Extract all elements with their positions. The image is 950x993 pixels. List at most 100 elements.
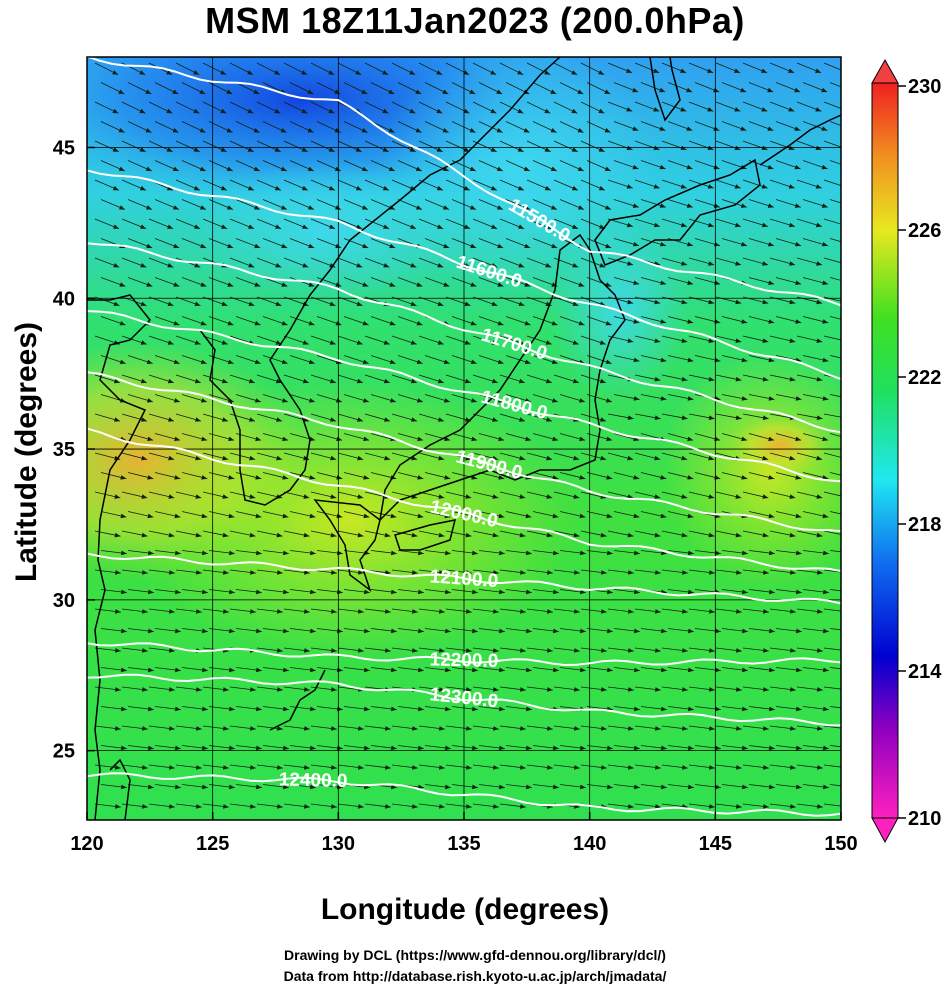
wind-arrow-head bbox=[385, 648, 391, 653]
contour-line bbox=[87, 310, 841, 483]
wind-arrow-head bbox=[634, 589, 640, 595]
wind-arrow-head bbox=[490, 70, 497, 75]
wind-arrow-head bbox=[707, 107, 714, 112]
wind-arrow-head bbox=[600, 532, 607, 538]
wind-arrow-head bbox=[250, 570, 256, 575]
wind-arrow-head bbox=[492, 532, 499, 538]
wind-arrow bbox=[614, 824, 640, 827]
wind-arrow-head bbox=[438, 532, 445, 538]
wind-arrow-head bbox=[708, 261, 715, 266]
wind-arrow-head bbox=[121, 784, 127, 790]
wind-arrow-head bbox=[843, 146, 849, 150]
wind-arrow-head bbox=[660, 475, 667, 480]
wind-arrow-head bbox=[301, 108, 308, 114]
wind-arrow-head bbox=[661, 706, 667, 712]
wind-arrow-head bbox=[848, 126, 854, 130]
wind-arrow-head bbox=[168, 532, 175, 538]
wind-arrow-head bbox=[384, 532, 391, 538]
wind-arrow-head bbox=[418, 824, 424, 829]
wind-arrow-head bbox=[714, 475, 721, 480]
wind-arrow-head bbox=[436, 185, 443, 191]
wind-arrow-head bbox=[115, 648, 121, 653]
y-tick-label: 35 bbox=[53, 439, 75, 461]
wind-arrow-head bbox=[742, 628, 748, 634]
wind-arrow-head bbox=[412, 570, 418, 575]
wind-arrow bbox=[823, 140, 841, 148]
wind-arrow-head bbox=[626, 107, 633, 112]
wind-arrow-head bbox=[688, 784, 694, 790]
wind-arrow-head bbox=[605, 282, 612, 287]
wind-arrow-head bbox=[816, 532, 823, 538]
wind-arrow-head bbox=[577, 89, 584, 94]
wind-arrow-head bbox=[328, 147, 335, 152]
wind-arrow-head bbox=[518, 340, 525, 345]
wind-arrow-head bbox=[822, 513, 829, 519]
wind-arrow-head bbox=[329, 340, 336, 345]
wind-arrow-head bbox=[302, 340, 309, 345]
wind-arrow-head bbox=[331, 570, 337, 575]
wind-arrow-head bbox=[148, 706, 154, 712]
wind-arrow-head bbox=[607, 589, 613, 595]
wind-arrow-head bbox=[120, 513, 127, 519]
wind-arrow bbox=[560, 824, 586, 827]
wind-arrow-head bbox=[256, 824, 262, 829]
wind-arrow-head bbox=[196, 765, 202, 770]
wind-arrow-head bbox=[336, 398, 342, 403]
wind-arrow-head bbox=[283, 589, 289, 595]
wind-arrow-head bbox=[688, 667, 694, 673]
wind-arrow-head bbox=[199, 128, 206, 133]
wind-arrow-head bbox=[520, 648, 526, 653]
wind-arrow-head bbox=[445, 824, 451, 829]
wind-arrow-head bbox=[768, 396, 775, 401]
wind-arrow-head bbox=[607, 667, 613, 673]
wind-arrow-head bbox=[762, 261, 769, 266]
wind-arrow-head bbox=[524, 321, 531, 326]
wind-arrow bbox=[317, 824, 343, 827]
wind-arrow bbox=[829, 472, 841, 476]
wind-arrow-head bbox=[118, 166, 125, 171]
wind-arrow-head bbox=[794, 126, 801, 131]
colorbar-tick-label: 210 bbox=[908, 808, 941, 830]
wind-arrow-head bbox=[445, 784, 451, 790]
wind-arrow-head bbox=[520, 726, 526, 731]
wind-arrow-head bbox=[769, 589, 775, 595]
wind-arrow-head bbox=[202, 550, 208, 556]
wind-arrow bbox=[155, 824, 181, 827]
wind-arrow-head bbox=[119, 359, 126, 364]
wind-arrow-head bbox=[493, 570, 499, 575]
wind-arrow-head bbox=[464, 340, 471, 345]
wind-arrow-head bbox=[714, 357, 721, 363]
colorbar-tick-label: 230 bbox=[908, 76, 941, 98]
wind-arrow-head bbox=[687, 242, 693, 247]
wind-arrow-head bbox=[391, 667, 397, 673]
wind-arrow bbox=[398, 824, 424, 827]
coast-japan-hokkaido bbox=[594, 158, 761, 266]
wind-arrow bbox=[823, 530, 841, 535]
wind-arrow-head bbox=[358, 648, 364, 653]
wind-arrow-head bbox=[552, 398, 558, 403]
wind-arrow-head bbox=[329, 378, 336, 384]
wind-arrow-head bbox=[661, 784, 667, 790]
credit-drawing: Drawing by DCL (https://www.gfd-dennou.o… bbox=[284, 947, 666, 963]
wind-arrow-head bbox=[815, 222, 822, 228]
wind-arrow-head bbox=[463, 108, 470, 114]
wind-arrow-head bbox=[334, 128, 341, 133]
wind-arrow-head bbox=[715, 628, 721, 634]
wind-arrow-head bbox=[550, 128, 557, 133]
wind-arrow-head bbox=[466, 648, 472, 653]
wind-arrow-head bbox=[517, 108, 524, 114]
wind-arrow-head bbox=[844, 570, 850, 575]
wind-arrow-head bbox=[680, 68, 687, 73]
wind-arrow-head bbox=[734, 107, 741, 112]
wind-arrow-head bbox=[681, 415, 688, 420]
wind-arrow-head bbox=[364, 667, 370, 673]
wind-arrow-head bbox=[308, 282, 315, 287]
wind-arrow-head bbox=[654, 338, 661, 343]
wind-arrow bbox=[823, 62, 841, 71]
wind-arrow-head bbox=[606, 398, 612, 403]
wind-arrow-head bbox=[202, 589, 208, 595]
wind-arrow-head bbox=[655, 687, 661, 692]
wind-arrow-head bbox=[202, 667, 208, 673]
wind-arrow-head bbox=[735, 261, 742, 266]
wind-arrow-head bbox=[302, 224, 309, 229]
